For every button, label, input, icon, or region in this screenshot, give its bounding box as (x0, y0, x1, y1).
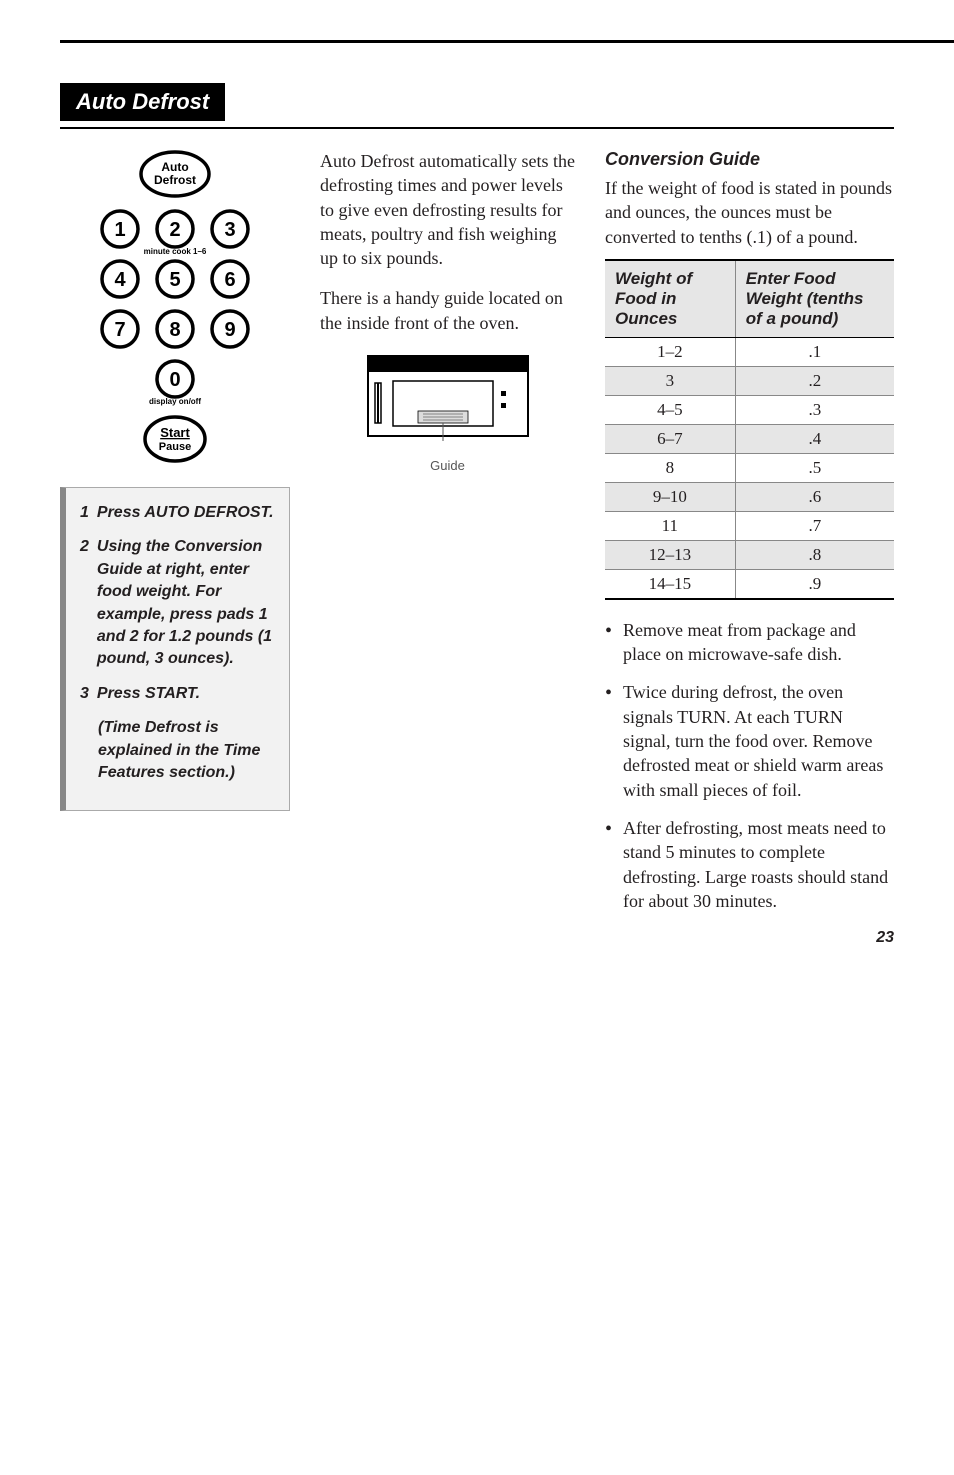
section-title: Auto Defrost (60, 83, 225, 121)
svg-text:5: 5 (169, 269, 180, 291)
svg-text:2: 2 (169, 219, 180, 241)
guide-label: Guide (320, 458, 575, 473)
table-cell: .1 (735, 337, 894, 366)
svg-text:0: 0 (169, 369, 180, 391)
table-cell: .3 (735, 395, 894, 424)
oven-figure: Guide (320, 351, 575, 473)
steps-note: (Time Defrost is explained in the Time F… (98, 717, 275, 784)
svg-text:9: 9 (224, 319, 235, 341)
bullet-2: Twice during defrost, the oven signals T… (605, 680, 894, 801)
svg-text:8: 8 (169, 319, 180, 341)
table-cell: 9–10 (605, 482, 735, 511)
table-cell: .9 (735, 569, 894, 599)
bullet-3: After defrosting, most meats need to sta… (605, 816, 894, 913)
svg-text:Pause: Pause (159, 441, 191, 453)
table-cell: 4–5 (605, 395, 735, 424)
table-cell: .2 (735, 366, 894, 395)
step-3-num: 3 (80, 683, 89, 705)
svg-text:1: 1 (114, 219, 125, 241)
svg-text:display on/off: display on/off (149, 397, 201, 406)
svg-text:minute cook 1–6: minute cook 1–6 (144, 247, 207, 256)
svg-text:Start: Start (160, 425, 190, 440)
table-header-tenths: Enter Food Weight (tenths of a pound) (735, 260, 894, 338)
table-cell: .6 (735, 482, 894, 511)
step-2-num: 2 (80, 536, 89, 670)
svg-text:6: 6 (224, 269, 235, 291)
step-3-text: Press START. (97, 683, 275, 705)
top-rule (60, 40, 954, 43)
table-cell: .8 (735, 540, 894, 569)
conversion-intro: If the weight of food is stated in pound… (605, 176, 894, 249)
step-2-text: Using the Conversion Guide at right, ent… (97, 536, 275, 670)
table-cell: 11 (605, 511, 735, 540)
table-header-ounces: Weight of Food in Ounces (605, 260, 735, 338)
mid-para-2: There is a handy guide located on the in… (320, 286, 575, 335)
table-cell: 8 (605, 453, 735, 482)
conversion-table: Weight of Food in Ounces Enter Food Weig… (605, 259, 894, 600)
control-panel-illustration: Auto Defrost 1 2 3 minute cook 1–6 4 5 (85, 149, 265, 469)
mid-para-1: Auto Defrost automatically sets the defr… (320, 149, 575, 270)
table-cell: 6–7 (605, 424, 735, 453)
table-cell: 1–2 (605, 337, 735, 366)
step-1-text: Press AUTO DEFROST. (97, 502, 275, 524)
svg-text:Defrost: Defrost (154, 173, 196, 187)
bullet-1: Remove meat from package and place on mi… (605, 618, 894, 667)
svg-text:Auto: Auto (161, 160, 188, 174)
svg-text:4: 4 (114, 269, 126, 291)
table-cell: .7 (735, 511, 894, 540)
table-cell: 14–15 (605, 569, 735, 599)
table-cell: .4 (735, 424, 894, 453)
table-cell: .5 (735, 453, 894, 482)
steps-box: 1 Press AUTO DEFROST. 2 Using the Conver… (60, 487, 290, 811)
section-rule (60, 127, 894, 129)
svg-text:3: 3 (224, 219, 235, 241)
table-cell: 12–13 (605, 540, 735, 569)
page-number: 23 (876, 929, 894, 947)
step-1-num: 1 (80, 502, 89, 524)
svg-text:7: 7 (114, 319, 125, 341)
conversion-heading: Conversion Guide (605, 149, 894, 170)
table-cell: 3 (605, 366, 735, 395)
